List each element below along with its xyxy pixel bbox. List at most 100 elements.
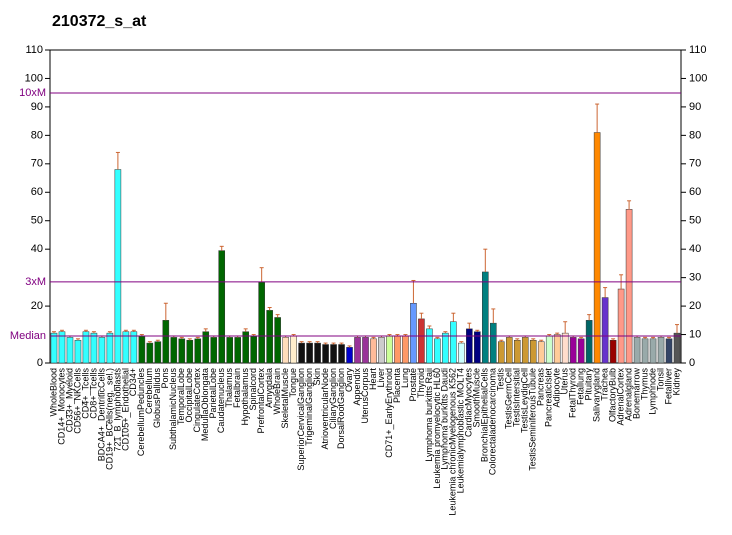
bar — [450, 321, 457, 364]
bar — [362, 337, 369, 364]
y2-tick-label: 80 — [689, 129, 701, 141]
x-tick-label: Heart — [368, 368, 378, 391]
x-tick-label: Thymus — [639, 368, 649, 401]
x-tick-label: Trachea — [599, 368, 609, 401]
bar — [537, 341, 545, 364]
x-tick-label: OccipitalLobe — [184, 368, 194, 423]
bar — [234, 337, 241, 364]
y2-tick-label: 60 — [689, 186, 701, 198]
x-tick-label: Lymphoma burkitts Raji — [424, 368, 434, 462]
bar — [378, 337, 385, 364]
x-tick-label: CD8+_Tcells — [88, 368, 98, 419]
x-tick-label: FetalThyroid — [568, 368, 578, 418]
x-tick-label: CD33+_Myeloid — [64, 368, 74, 432]
bar — [617, 288, 625, 364]
bar — [442, 332, 449, 364]
bar — [154, 341, 162, 364]
reference-label: 3xM — [25, 276, 46, 288]
x-tick-label: ParietalLobe — [208, 368, 218, 419]
x-tick-label: TestisIntersitial — [512, 368, 522, 427]
x-tick-label: Testis — [496, 368, 506, 392]
bar — [466, 328, 473, 364]
bar — [138, 335, 146, 364]
y2-tick-label: 40 — [689, 243, 701, 255]
x-tick-label: CD14+_Monocytes — [56, 368, 66, 445]
bar — [593, 132, 601, 364]
x-tick-label: CiliaryGanglion — [328, 368, 338, 429]
bar — [186, 339, 194, 364]
bar — [66, 337, 74, 364]
x-tick-label: TestisLeydigCell — [520, 368, 530, 433]
chart-title: 210372_s_at — [52, 13, 147, 30]
y-tick-label: 100 — [25, 72, 43, 84]
bar — [529, 339, 537, 364]
x-tick-label: Colorectaladenocarcinoma — [488, 368, 498, 475]
y2-tick-label: 70 — [689, 158, 701, 170]
x-tick-label: AtrioventricularNode — [320, 368, 330, 450]
x-tick-label: Leukemia chronicMyelogenous K562 — [448, 368, 458, 516]
bar — [665, 338, 673, 364]
x-tick-label: PrefrontalCortex — [256, 368, 266, 434]
bar — [609, 339, 617, 364]
bar — [490, 322, 497, 364]
x-tick-label: CingulateCortex — [192, 368, 202, 433]
x-tick-label: Leukemialymphoblastic MOLT4 — [456, 368, 466, 493]
x-tick-label: CD34+ — [128, 368, 138, 396]
bar — [338, 344, 345, 364]
x-tick-label: Cerebellum — [144, 368, 154, 414]
x-tick-label: Lymphoma burkitts Daudi — [440, 368, 450, 470]
bar — [633, 337, 641, 364]
y2-tick-label: 10 — [689, 328, 701, 340]
x-tick-label: Uterus — [560, 368, 570, 395]
y-tick-label: 20 — [31, 300, 43, 312]
x-tick-label: TestisSeminiferousTubule — [528, 368, 538, 471]
x-tick-label: Adipocyte — [552, 368, 562, 408]
bar — [346, 347, 353, 364]
x-tick-label: CD71+_EarlyErythroid — [384, 368, 394, 458]
x-tick-label: Liver — [376, 368, 386, 388]
bar — [394, 335, 401, 364]
x-tick-label: GlobusPallidus — [152, 368, 162, 429]
x-tick-label: Caudatenucleus — [216, 368, 226, 434]
x-tick-label: TemporalLobe — [176, 368, 186, 425]
bar — [306, 342, 313, 364]
x-tick-label: Thalamus — [224, 368, 234, 408]
x-tick-label: OlfactoryBulb — [607, 368, 617, 422]
bar — [314, 342, 321, 364]
x-tick-label: Hypothalamus — [240, 368, 250, 426]
x-tick-label: Fetallung — [576, 368, 586, 405]
x-tick-label: MedullaOblongata — [200, 368, 210, 441]
bar — [178, 338, 186, 364]
plot-frame — [49, 49, 682, 364]
x-tick-label: Kidney — [671, 368, 681, 396]
bar — [657, 337, 665, 364]
x-tick-label: SubthalamicNucleus — [168, 368, 178, 451]
bar — [258, 281, 265, 364]
bar — [370, 338, 377, 364]
bar — [330, 344, 337, 364]
bar — [458, 342, 465, 364]
x-tick-label: Lung — [400, 368, 410, 388]
x-tick-label: CardiacMyocytes — [464, 368, 474, 438]
bar — [497, 341, 505, 364]
x-tick-label: CD56+_NKCells — [72, 368, 82, 434]
x-tick-label: SkeletalMuscle — [280, 368, 290, 429]
y2-tick-label: 90 — [689, 101, 701, 113]
x-tick-label: 721_B_lymphoblasts — [112, 368, 122, 452]
x-tick-label: CerebellumPeduncles — [136, 368, 146, 457]
x-tick-label: Leukemia promyelocytic HL60 — [432, 368, 442, 489]
y2-tick-label: 50 — [689, 215, 701, 227]
bar — [226, 337, 234, 364]
bar — [90, 332, 98, 364]
x-tick-label: Skin — [312, 368, 322, 386]
bar — [290, 335, 297, 364]
x-tick-label: TestisGermCell — [504, 368, 514, 429]
bar — [106, 332, 114, 364]
bar — [282, 337, 289, 364]
y2-tick-label: 20 — [689, 300, 701, 312]
y-tick-label: 70 — [31, 158, 43, 170]
bar — [50, 332, 58, 364]
bar — [146, 342, 154, 364]
bar — [114, 169, 122, 364]
